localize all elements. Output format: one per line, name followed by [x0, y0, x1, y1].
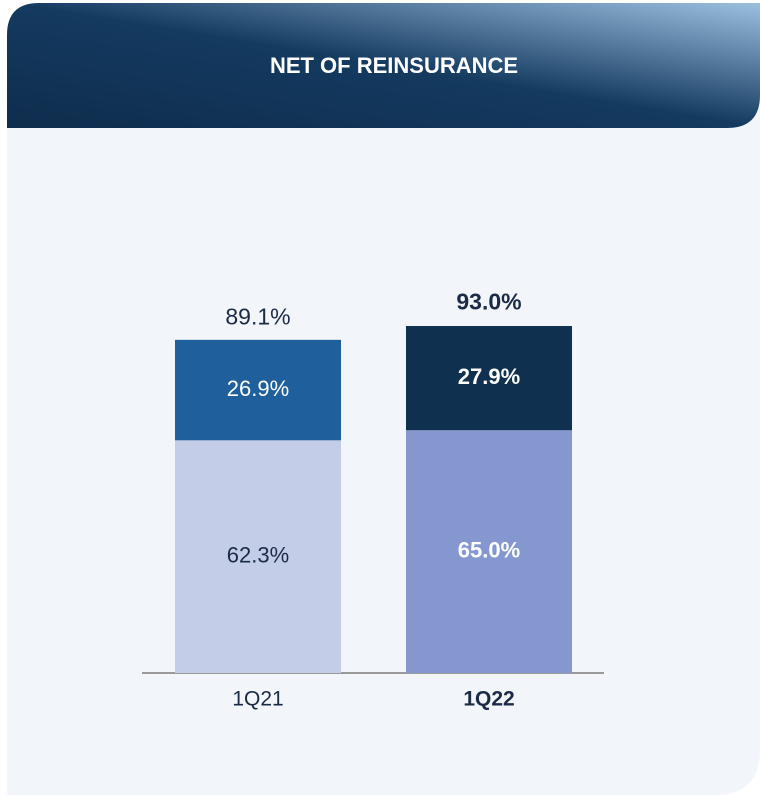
value-label: 27.9% — [458, 364, 520, 389]
bar-segment — [406, 326, 572, 431]
total-label: 93.0% — [456, 289, 521, 315]
bar-segment — [406, 430, 572, 673]
bar-segment — [175, 440, 341, 673]
value-label: 62.3% — [227, 542, 289, 567]
x-tick-label: 1Q21 — [232, 688, 283, 711]
value-label: 65.0% — [458, 537, 520, 562]
x-tick-label: 1Q22 — [463, 688, 514, 711]
chart-title: NET OF REINSURANCE — [270, 53, 518, 78]
value-label: 26.9% — [227, 376, 289, 401]
total-label: 89.1% — [225, 303, 290, 329]
header-band — [7, 3, 760, 128]
bar-segment — [175, 339, 341, 441]
